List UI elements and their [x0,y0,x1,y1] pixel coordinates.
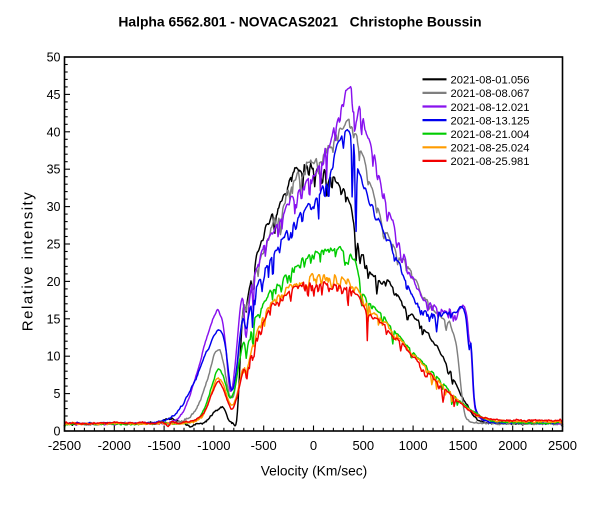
svg-text:20: 20 [47,275,61,289]
svg-text:25: 25 [47,238,61,252]
svg-text:-1500: -1500 [147,438,180,453]
svg-text:15: 15 [47,312,61,326]
svg-text:0: 0 [54,425,61,439]
svg-text:40: 40 [47,125,61,139]
svg-text:1500: 1500 [448,438,477,453]
svg-text:Halpha 6562.801 - NOVACAS2021: Halpha 6562.801 - NOVACAS2021 Christophe… [118,14,481,30]
svg-text:-2500: -2500 [48,438,81,453]
svg-text:0: 0 [310,438,317,453]
svg-text:500: 500 [352,438,374,453]
svg-text:-2000: -2000 [98,438,131,453]
svg-text:-1000: -1000 [197,438,230,453]
svg-text:10: 10 [47,350,61,364]
svg-text:1000: 1000 [399,438,428,453]
svg-text:30: 30 [47,200,61,214]
svg-text:2500: 2500 [548,438,577,453]
svg-text:-500: -500 [251,438,277,453]
svg-text:35: 35 [47,163,61,177]
svg-text:2021-08-08.067: 2021-08-08.067 [451,88,530,100]
svg-text:5: 5 [54,387,61,401]
svg-text:2021-08-25.024: 2021-08-25.024 [451,143,530,155]
svg-text:Velocity (Km/sec): Velocity (Km/sec) [261,464,368,479]
svg-text:2021-08-25.981: 2021-08-25.981 [451,156,530,168]
svg-text:2021-08-12.021: 2021-08-12.021 [451,102,530,114]
svg-text:50: 50 [47,51,61,65]
svg-text:2021-08-13.125: 2021-08-13.125 [451,115,530,127]
svg-text:Relative intensity: Relative intensity [20,191,37,331]
svg-text:2000: 2000 [498,438,527,453]
svg-text:2021-08-01.056: 2021-08-01.056 [451,75,530,87]
svg-text:2021-08-21.004: 2021-08-21.004 [451,129,530,141]
svg-text:45: 45 [47,88,61,102]
